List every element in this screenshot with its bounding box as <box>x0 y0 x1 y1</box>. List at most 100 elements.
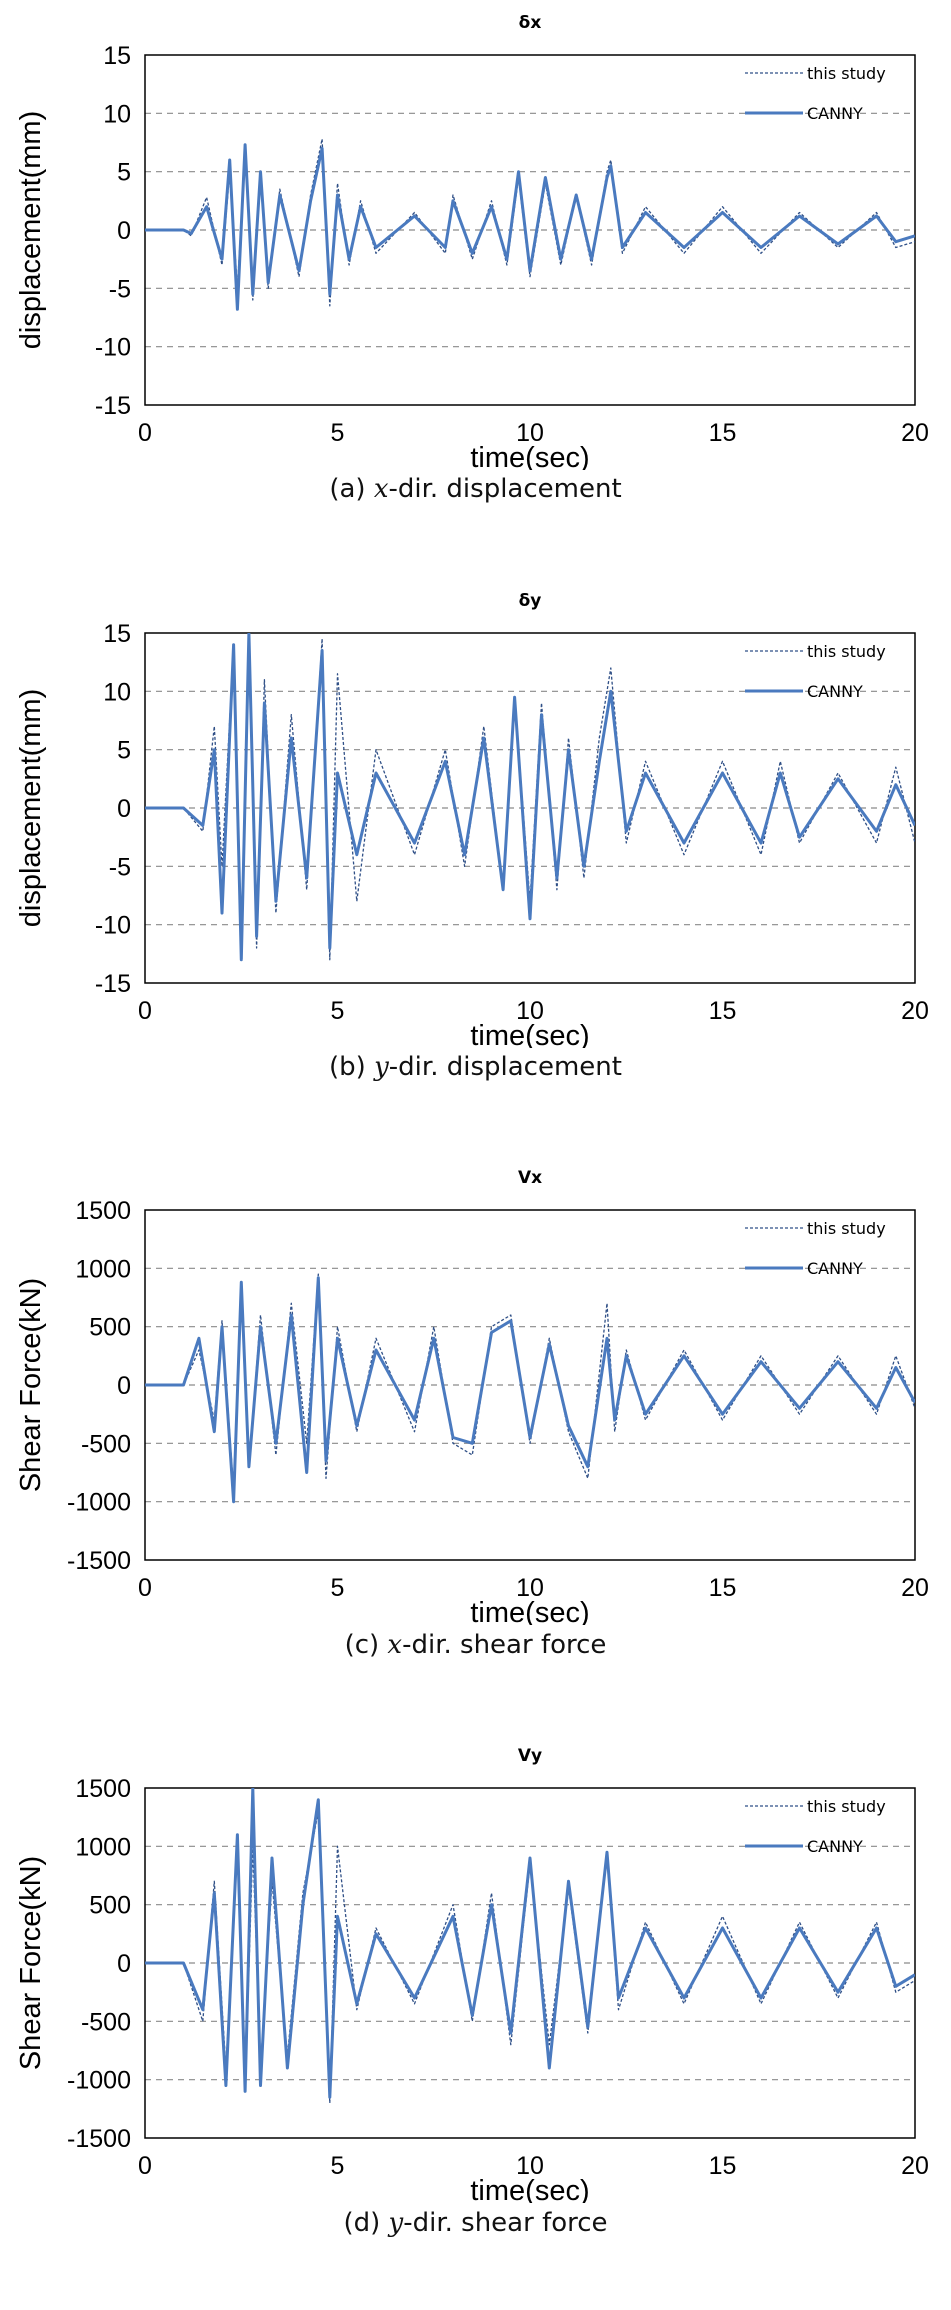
y-tick-label: -1000 <box>67 1489 131 1517</box>
legend: this study CANNY <box>745 1219 886 1278</box>
x-tick-label: 5 <box>331 2152 345 2180</box>
y-tick-label: -10 <box>95 912 131 940</box>
y-tick-label: 0 <box>117 1372 131 1400</box>
chart-title: Vy <box>518 1746 542 1766</box>
series-line-canny <box>145 633 915 962</box>
chart-panel-2: Vx 1500 1000 500 0 -500 -1000 -1500 0 5 10 15 20 time… <box>0 1155 951 1680</box>
figure-caption: (a) x-dir. displacement <box>0 474 951 504</box>
x-tick-label: 20 <box>901 1574 929 1602</box>
y-tick-label: 0 <box>117 795 131 823</box>
y-tick-label: 15 <box>103 620 131 648</box>
x-axis-label: time(sec) <box>470 442 589 470</box>
y-tick-label: 10 <box>103 100 131 128</box>
y-axis-label: displacement(mm) <box>15 689 47 928</box>
caption-variable: x <box>373 474 389 504</box>
chart-panel-3: Vy 1500 1000 500 0 -500 -1000 -1500 0 5 10 15 20 time… <box>0 1733 951 2258</box>
x-tick-label: 10 <box>516 2152 544 2180</box>
x-axis-label: time(sec) <box>470 1020 589 1048</box>
x-tick-label: 5 <box>331 419 345 447</box>
x-tick-label: 15 <box>709 2152 737 2180</box>
y-tick-label: 15 <box>103 42 131 70</box>
y-tick-label: 1500 <box>75 1775 131 1803</box>
caption-prefix: (a) <box>329 474 374 504</box>
legend-label: CANNY <box>807 1837 863 1856</box>
legend-label: CANNY <box>807 104 863 123</box>
x-tick-label: 15 <box>709 997 737 1025</box>
legend-label: this study <box>807 642 886 661</box>
x-tick-label: 5 <box>331 997 345 1025</box>
y-tick-label: 0 <box>117 1950 131 1978</box>
caption-prefix: (c) <box>344 1630 388 1660</box>
caption-prefix: (b) <box>329 1052 375 1082</box>
chart-title: δy <box>519 591 542 611</box>
y-tick-label: -500 <box>81 1430 131 1458</box>
y-tick-label: -1500 <box>67 2125 131 2153</box>
caption-text: -dir. displacement <box>388 474 622 504</box>
y-axis-label: Shear Force(kN) <box>15 1856 47 2070</box>
y-tick-label: 10 <box>103 678 131 706</box>
series-line-canny <box>145 143 915 311</box>
x-tick-label: 0 <box>138 419 152 447</box>
y-tick-label: 5 <box>117 159 131 187</box>
y-tick-label: -500 <box>81 2008 131 2036</box>
x-tick-label: 10 <box>516 419 544 447</box>
y-tick-label: 1500 <box>75 1197 131 1225</box>
x-tick-label: 15 <box>709 419 737 447</box>
x-tick-label: 0 <box>138 2152 152 2180</box>
y-tick-label: 1000 <box>75 1255 131 1283</box>
series-line-this-study <box>145 138 915 307</box>
y-tick-label: -1000 <box>67 2067 131 2095</box>
chart-title: Vx <box>518 1168 542 1188</box>
figure-caption: (b) y-dir. displacement <box>0 1052 951 1082</box>
series-line-this-study <box>145 1273 915 1491</box>
legend: this study CANNY <box>745 642 886 701</box>
legend-label: CANNY <box>807 682 863 701</box>
legend-label: CANNY <box>807 1259 863 1278</box>
y-tick-label: 1000 <box>75 1833 131 1861</box>
x-tick-label: 20 <box>901 419 929 447</box>
y-axis-label: displacement(mm) <box>15 111 47 350</box>
y-tick-label: -15 <box>95 970 131 998</box>
series-line-canny <box>145 1276 915 1504</box>
caption-prefix: (d) <box>343 2208 389 2238</box>
legend: this study CANNY <box>745 1797 886 1856</box>
x-tick-label: 10 <box>516 997 544 1025</box>
caption-text: -dir. shear force <box>403 2208 608 2238</box>
x-tick-label: 0 <box>138 1574 152 1602</box>
y-tick-label: -5 <box>109 275 131 303</box>
y-axis-label: Shear Force(kN) <box>15 1278 47 1492</box>
y-tick-label: -5 <box>109 853 131 881</box>
caption-variable: x <box>387 1630 403 1660</box>
y-tick-label: 5 <box>117 737 131 765</box>
chart-title: δx <box>519 13 542 33</box>
x-tick-label: 10 <box>516 1574 544 1602</box>
x-tick-label: 15 <box>709 1574 737 1602</box>
caption-text: -dir. displacement <box>388 1052 622 1082</box>
legend-label: this study <box>807 1219 886 1238</box>
x-tick-label: 20 <box>901 2152 929 2180</box>
chart-panel-1: δy 15 10 5 0 -5 -10 -15 0 5 10 15 20 time(sec) displac… <box>0 578 951 1102</box>
legend: this study CANNY <box>745 64 886 123</box>
x-axis-label: time(sec) <box>470 2175 589 2203</box>
chart-panel-0: δx 15 10 5 0 -5 -10 -15 0 5 10 15 20 time(sec) displac… <box>0 0 951 524</box>
y-tick-label: -10 <box>95 334 131 362</box>
x-axis-label: time(sec) <box>470 1597 589 1625</box>
x-tick-label: 20 <box>901 997 929 1025</box>
caption-text: -dir. shear force <box>402 1630 607 1660</box>
legend-label: this study <box>807 64 886 83</box>
caption-variable: y <box>388 2208 404 2238</box>
legend-label: this study <box>807 1797 886 1816</box>
y-tick-label: 0 <box>117 217 131 245</box>
y-tick-label: 500 <box>89 1314 131 1342</box>
y-tick-label: -15 <box>95 392 131 420</box>
x-tick-label: 5 <box>331 1574 345 1602</box>
y-tick-label: 500 <box>89 1892 131 1920</box>
x-tick-label: 0 <box>138 997 152 1025</box>
caption-variable: y <box>374 1052 389 1082</box>
figure-caption: (d) y-dir. shear force <box>0 2208 951 2238</box>
y-tick-label: -1500 <box>67 1547 131 1575</box>
